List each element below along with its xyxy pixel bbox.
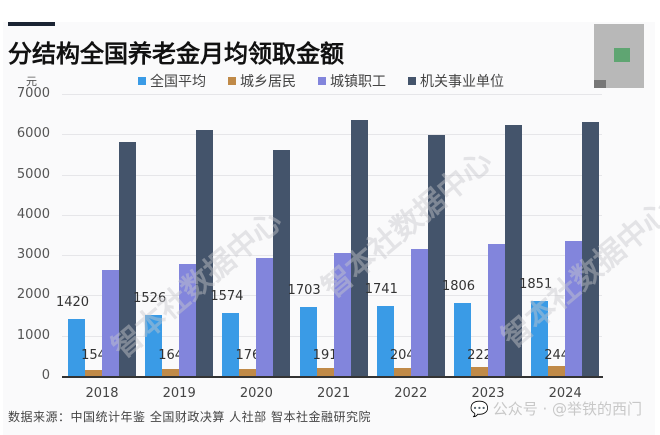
- bar-urban-employees: [410, 249, 428, 376]
- legend-label: 城乡居民: [240, 74, 296, 90]
- bar-government-institutions: [582, 122, 600, 376]
- bar-urban-employees: [488, 243, 505, 376]
- bar-urban-rural-residents: [471, 367, 488, 376]
- legend-label: 城镇职工: [330, 74, 386, 90]
- bar-urban-employees: [179, 264, 197, 376]
- watermark-text: 公众号 · @举铁的西门: [492, 400, 642, 418]
- data-label: 1526: [133, 290, 167, 306]
- x-tick-label: 2021: [317, 386, 351, 401]
- legend-swatch-icon: [228, 77, 236, 85]
- bar-urban-rural-residents: [162, 369, 180, 376]
- gridline: [62, 295, 602, 297]
- bar-national-average: [222, 312, 240, 376]
- data-label: 1806: [441, 279, 476, 295]
- bar-national-average: [68, 318, 85, 376]
- y-tick-label: 5000: [16, 166, 50, 182]
- wechat-watermark: 💬 公众号 · @举铁的西门: [470, 398, 642, 419]
- x-tick-label: 2020: [239, 386, 273, 401]
- data-label: 191: [312, 348, 338, 363]
- bar-urban-employees: [102, 270, 119, 376]
- legend-item: 城镇职工: [318, 71, 386, 91]
- y-tick-label: 0: [41, 368, 50, 383]
- bar-national-average: [299, 307, 317, 376]
- data-label: 1851: [519, 277, 553, 293]
- legend-swatch-icon: [138, 77, 146, 85]
- legend-item: 机关事业单位: [408, 71, 504, 91]
- y-tick-label: 3000: [16, 247, 50, 263]
- gridline: [62, 134, 602, 136]
- bar-government-institutions: [427, 135, 445, 376]
- gridline: [62, 94, 602, 95]
- gridline: [62, 335, 602, 337]
- bar-urban-employees: [256, 257, 274, 376]
- bar-national-average: [376, 305, 394, 376]
- bar-urban-rural-residents: [239, 368, 257, 376]
- y-tick-label: 4000: [16, 206, 50, 222]
- bar-urban-rural-residents: [316, 368, 334, 376]
- data-label: 204: [389, 348, 415, 363]
- bar-government-institutions: [196, 130, 214, 376]
- bar-urban-rural-residents: [393, 367, 411, 376]
- legend-label: 全国平均: [150, 74, 206, 90]
- bar-urban-rural-residents: [85, 369, 102, 376]
- x-tick-label: 2023: [471, 386, 505, 401]
- y-tick-label: 2000: [16, 287, 50, 303]
- data-label: 1574: [210, 288, 244, 304]
- legend-item: 城乡居民: [228, 71, 296, 91]
- x-tick-label: 2022: [394, 386, 428, 401]
- legend-label: 机关事业单位: [420, 74, 504, 90]
- data-label: 176: [235, 348, 261, 363]
- chart-legend: 全国平均 城乡居民 城镇职工 机关事业单位: [138, 71, 504, 91]
- legend-swatch-icon: [318, 77, 326, 85]
- x-tick-label: 2018: [85, 386, 119, 401]
- data-label: 1420: [55, 294, 90, 310]
- x-tick-label: 2019: [162, 386, 196, 401]
- data-label: 154: [81, 348, 106, 363]
- legend-swatch-icon: [408, 77, 416, 85]
- data-label: 1703: [287, 283, 321, 299]
- bar-urban-employees: [333, 253, 351, 376]
- qr-code-thumbnail: [594, 24, 644, 88]
- data-label: 1741: [364, 281, 398, 297]
- chart-title: 分结构全国养老金月均领取金额: [8, 40, 344, 68]
- y-tick-label: 7000: [16, 86, 50, 101]
- bar-national-average: [531, 301, 549, 376]
- title-accent-bar: [8, 22, 55, 26]
- y-tick-label: 6000: [16, 126, 50, 142]
- gridline: [62, 174, 602, 176]
- bar-government-institutions: [505, 125, 522, 376]
- data-label: 164: [158, 348, 184, 363]
- bar-urban-employees: [565, 241, 583, 376]
- y-tick-label: 1000: [16, 327, 50, 343]
- bar-national-average: [145, 314, 163, 376]
- data-label: 222: [467, 348, 492, 363]
- wechat-icon: 💬: [470, 399, 489, 418]
- bar-urban-rural-residents: [548, 366, 566, 376]
- gridline: [62, 214, 602, 216]
- bar-government-institutions: [273, 150, 291, 376]
- legend-item: 全国平均: [138, 71, 206, 91]
- bar-government-institutions: [119, 141, 136, 376]
- x-axis-line: [62, 376, 603, 378]
- x-tick-label: 2024: [548, 386, 582, 401]
- bar-government-institutions: [350, 120, 368, 376]
- gridline: [62, 255, 602, 257]
- data-label: 244: [544, 348, 570, 363]
- data-source-note: 数据来源：中国统计年鉴 全国财政决算 人社部 智本社金融研究院: [8, 410, 371, 424]
- y-axis-unit: 元: [26, 75, 37, 88]
- bar-national-average: [454, 303, 471, 376]
